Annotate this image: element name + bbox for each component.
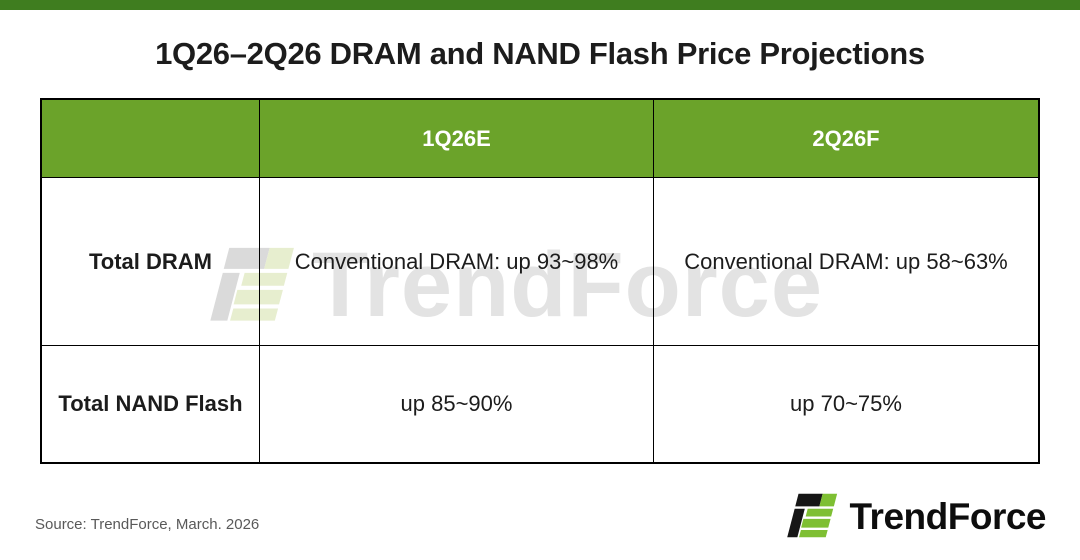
column-header-1q26e: 1Q26E (260, 100, 654, 178)
column-header-2q26f: 2Q26F (654, 100, 1038, 178)
trendforce-logo: TrendForce (784, 487, 1047, 545)
price-projection-table: 1Q26E 2Q26F Total DRAM Conventional DRAM… (40, 98, 1040, 464)
row-label-total-nand-flash: Total NAND Flash (42, 346, 260, 462)
cell-nand-2q26f: up 70~75% (790, 391, 902, 416)
cell-dram-1q26e: Conventional DRAM: up 93~98% (260, 178, 654, 346)
row-label-total-dram: Total DRAM (42, 178, 260, 346)
cell-nand-1q26e: up 85~90% (260, 346, 654, 462)
page-title: 1Q26–2Q26 DRAM and NAND Flash Price Proj… (155, 36, 925, 71)
cell-dram-2q26f: Conventional DRAM: up 58~63% (654, 178, 1038, 346)
top-accent-bar (0, 0, 1080, 10)
trendforce-logo-text: TrendForce (849, 495, 1047, 537)
source-note: Source: TrendForce, March. 2026 (35, 516, 260, 533)
trendforce-logo-icon (786, 493, 837, 538)
corner-header-cell (42, 100, 260, 178)
